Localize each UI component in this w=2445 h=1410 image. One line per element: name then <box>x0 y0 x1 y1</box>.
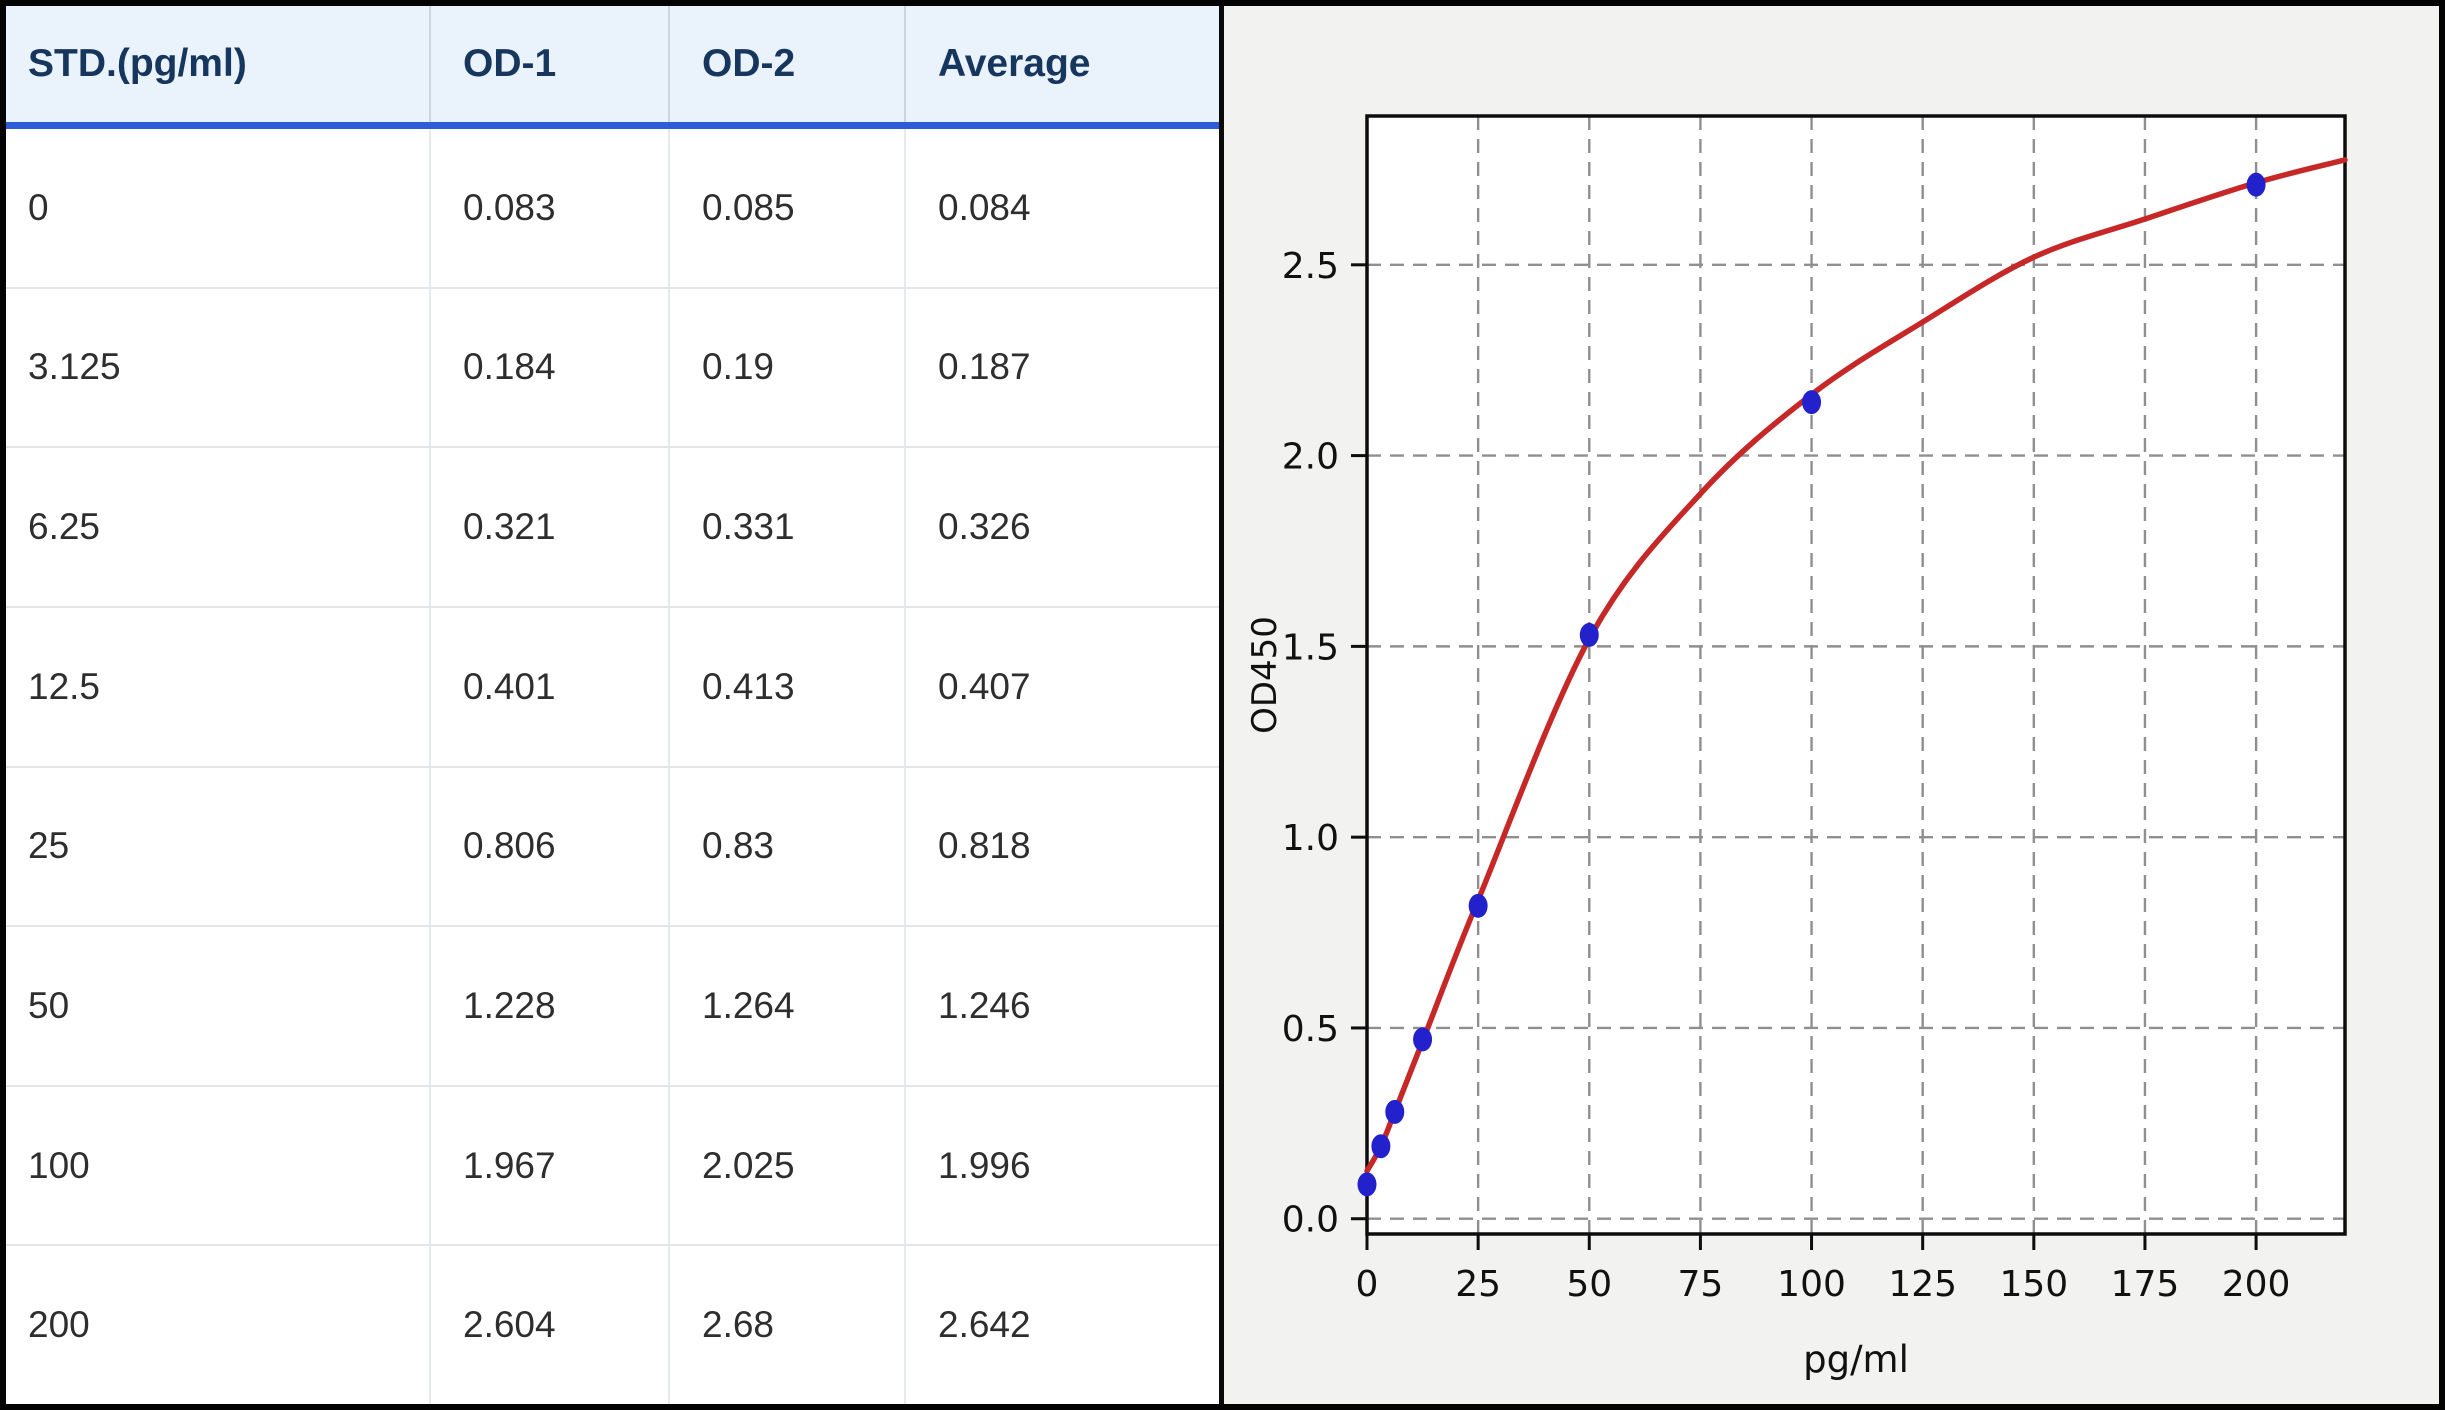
table-cell: 1.246 <box>938 984 1031 1026</box>
table-cell: 0.326 <box>938 506 1031 548</box>
table-cell: 0.818 <box>938 825 1031 867</box>
table-cell: 6.25 <box>6 448 431 606</box>
standard-curve-panel: 0 25 50 75 100 125 150 175 200 0.0 0.5 1.0 1.5 2.0 2.5… <box>1224 6 2439 1404</box>
table-cell: 1.996 <box>938 1144 1031 1186</box>
table-row: 12.5 0.401 0.413 0.407 <box>6 607 1219 768</box>
data-point <box>1371 1134 1391 1159</box>
table-cell: 0.085 <box>670 129 906 287</box>
data-point <box>1385 1099 1405 1124</box>
table-cell: 12.5 <box>6 607 431 766</box>
x-tick-label: 0 <box>1356 1264 1379 1305</box>
table-cell: 3.125 <box>6 288 431 447</box>
fit-curve <box>1364 157 2348 1174</box>
table-cell: 0.187 <box>938 346 1031 388</box>
table-row: 6.25 0.321 0.331 0.326 <box>6 448 1219 608</box>
x-tick-label: 150 <box>1999 1264 2068 1305</box>
table-cell: 0.184 <box>431 288 670 447</box>
y-tick-label: 2.0 <box>1282 437 1339 478</box>
data-point <box>2246 172 2266 197</box>
table-cell: 2.604 <box>431 1246 670 1404</box>
table-row: 50 1.228 1.264 1.246 <box>6 927 1219 1087</box>
table-cell: 50 <box>6 927 431 1085</box>
table-row: 0 0.083 0.085 0.084 <box>6 129 1219 289</box>
data-point <box>1357 1172 1377 1197</box>
column-header-od-1: OD-1 <box>431 6 670 122</box>
table-cell: 0.083 <box>431 129 670 287</box>
table-cell: 0.83 <box>670 767 906 926</box>
data-point <box>1468 893 1488 918</box>
y-tick-label: 0.5 <box>1282 1009 1339 1050</box>
table-header-row: STD.(pg/ml) OD-1 OD-2 Average <box>6 6 1219 122</box>
column-header-std-pg-ml-: STD.(pg/ml) <box>6 6 431 122</box>
y-tick-label: 1.0 <box>1282 818 1339 859</box>
table-cell: 25 <box>6 767 431 926</box>
table-cell: 0.19 <box>670 288 906 447</box>
table-cell: 0 <box>6 129 431 287</box>
x-tick-label: 175 <box>2111 1264 2180 1305</box>
table-row: 25 0.806 0.83 0.818 <box>6 767 1219 928</box>
table-row: 100 1.967 2.025 1.996 <box>6 1086 1219 1247</box>
table-cell: 0.407 <box>938 665 1031 707</box>
table-cell: 2.642 <box>938 1304 1031 1346</box>
data-point <box>1579 622 1599 647</box>
table-cell: 1.228 <box>431 927 670 1085</box>
y-tick-label: 2.5 <box>1282 246 1339 287</box>
column-header-average: Average <box>938 42 1091 85</box>
table-cell: 0.401 <box>431 607 670 766</box>
table-cell: 200 <box>6 1246 431 1404</box>
table-cell: 0.413 <box>670 607 906 766</box>
x-tick-label: 100 <box>1777 1264 1846 1305</box>
table-cell: 1.967 <box>431 1086 670 1245</box>
data-point <box>1413 1027 1433 1052</box>
table-cell: 0.806 <box>431 767 670 926</box>
table-cell: 2.68 <box>670 1246 906 1404</box>
table-cell: 0.084 <box>938 186 1031 228</box>
standards-table: STD.(pg/ml) OD-1 OD-2 Average 0 0.083 0.085 0.… <box>6 6 1224 1404</box>
x-tick-label: 125 <box>1888 1264 1957 1305</box>
table-row: 3.125 0.184 0.19 0.187 <box>6 288 1219 449</box>
x-tick-label: 25 <box>1455 1264 1501 1305</box>
x-tick-label: 75 <box>1678 1264 1724 1305</box>
table-cell: 0.321 <box>431 448 670 606</box>
plot-border <box>1365 114 2347 1236</box>
x-axis-label: pg/ml <box>1803 1338 1909 1381</box>
plot-area <box>1367 116 2345 1234</box>
table-cell: 0.331 <box>670 448 906 606</box>
table-row: 200 2.604 2.68 2.642 <box>6 1246 1219 1404</box>
column-header-od-2: OD-2 <box>670 6 906 122</box>
y-tick-label: 0.0 <box>1282 1200 1339 1241</box>
y-tick-label: 1.5 <box>1282 627 1339 668</box>
table-cell: 1.264 <box>670 927 906 1085</box>
header-accent-bar <box>6 122 1219 129</box>
table-body: 0 0.083 0.085 0.084 3.125 0.184 0.19 0.187 6.25 0… <box>6 129 1219 1404</box>
table-cell: 2.025 <box>670 1086 906 1245</box>
table-cell: 100 <box>6 1086 431 1245</box>
data-point <box>1802 390 1822 415</box>
y-axis-label: OD450 <box>1245 616 1285 734</box>
x-tick-label: 200 <box>2222 1264 2291 1305</box>
standard-curve-chart: 0 25 50 75 100 125 150 175 200 0.0 0.5 1.0 1.5 2.0 2.5… <box>1224 6 2439 1404</box>
x-tick-label: 50 <box>1566 1264 1612 1305</box>
